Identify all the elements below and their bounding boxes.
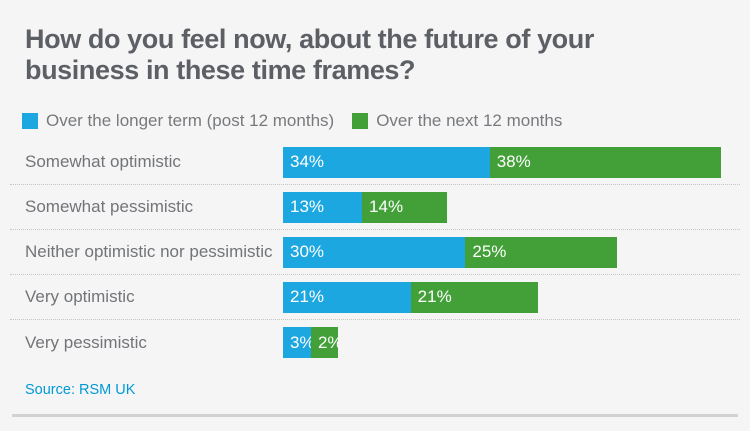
bar-segment-longer-term: 30% [283,236,466,268]
chart-row: Somewhat pessimistic 13% 14% [10,185,740,230]
bar-value-longer-term: 13% [290,197,325,216]
legend-swatch-longer-term-icon [22,113,38,129]
row-label: Very optimistic [25,287,135,306]
bar-segment-next-12-months: 21% [410,281,539,313]
legend-label-next-12-months: Over the next 12 months [376,111,563,130]
bar-track: 21% 21% [283,281,539,313]
legend-swatch-next-12-months-icon [352,113,369,129]
bar-segment-longer-term: 34% [283,146,490,178]
chart-title: How do you feel now, about the future of… [25,24,594,85]
bar-track: 13% 14% [283,191,448,223]
row-label: Somewhat pessimistic [25,197,194,216]
chart-row: Neither optimistic nor pessimistic 30% 2… [10,230,740,275]
bar-value-next-12-months: 2% [318,332,338,352]
chart-rows: Somewhat optimistic 34% 38% Somewhat pes… [10,140,740,365]
bar-value-next-12-months: 25% [472,242,507,261]
chart-row: Very optimistic 21% 21% [10,275,740,320]
source-note: Source: RSM UK [25,382,136,398]
bar-segment-next-12-months: 25% [465,236,618,268]
bar-segment-longer-term: 13% [283,191,363,223]
bar-value-longer-term: 21% [290,287,325,306]
chart-row: Somewhat optimistic 34% 38% [10,140,740,185]
row-label: Somewhat optimistic [25,152,181,171]
bar-segment-longer-term: 3% [283,327,311,358]
row-label: Very pessimistic [25,332,147,352]
bar-track: 30% 25% [283,236,618,268]
bar-segment-next-12-months: 2% [311,327,338,358]
bar-track: 34% 38% [283,146,721,178]
chart-row: Very pessimistic 3% 2% [10,320,740,365]
bottom-divider [12,414,738,417]
bar-segment-next-12-months: 38% [489,146,721,178]
legend-label-longer-term: Over the longer term (post 12 months) [46,111,335,130]
row-label: Neither optimistic nor pessimistic [25,242,273,261]
bar-value-longer-term: 30% [290,242,325,261]
chart-legend: Over the longer term (post 12 months) Ov… [22,111,562,131]
bar-value-longer-term: 3% [290,332,311,352]
bar-value-next-12-months: 38% [496,152,531,171]
bar-segment-longer-term: 21% [283,281,411,313]
bar-track: 3% 2% [283,327,338,358]
bar-value-next-12-months: 14% [369,197,404,216]
legend-item-longer-term: Over the longer term (post 12 months) [22,111,334,131]
legend-item-next-12-months: Over the next 12 months [352,111,562,131]
bar-value-next-12-months: 21% [417,287,452,306]
bar-value-longer-term: 34% [290,152,325,171]
bar-segment-next-12-months: 14% [362,191,448,223]
